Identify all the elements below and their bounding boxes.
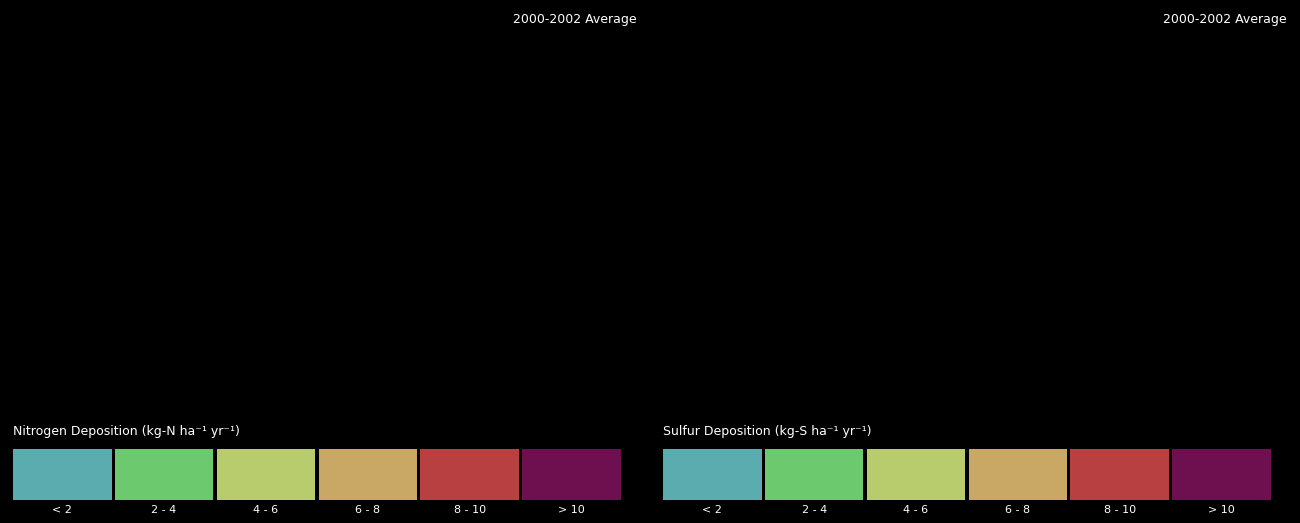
- Text: > 10: > 10: [558, 506, 585, 516]
- Text: 6 - 8: 6 - 8: [355, 506, 381, 516]
- Text: > 10: > 10: [1208, 506, 1235, 516]
- Bar: [114, 449, 213, 501]
- Bar: [764, 449, 863, 501]
- Text: < 2: < 2: [52, 506, 73, 516]
- Text: 2 - 4: 2 - 4: [152, 506, 177, 516]
- Bar: [1173, 449, 1270, 501]
- Bar: [420, 449, 519, 501]
- Text: Nitrogen Deposition (kg-N ha⁻¹ yr⁻¹): Nitrogen Deposition (kg-N ha⁻¹ yr⁻¹): [13, 425, 240, 438]
- Bar: [523, 449, 620, 501]
- Text: 4 - 6: 4 - 6: [903, 506, 928, 516]
- Text: 2 - 4: 2 - 4: [802, 506, 827, 516]
- Text: 2000-2002 Average: 2000-2002 Average: [514, 13, 637, 26]
- Bar: [968, 449, 1067, 501]
- Bar: [663, 449, 762, 501]
- Bar: [217, 449, 315, 501]
- Bar: [13, 449, 112, 501]
- Text: < 2: < 2: [702, 506, 723, 516]
- Text: Sulfur Deposition (kg-S ha⁻¹ yr⁻¹): Sulfur Deposition (kg-S ha⁻¹ yr⁻¹): [663, 425, 871, 438]
- Text: 8 - 10: 8 - 10: [1104, 506, 1136, 516]
- Text: 4 - 6: 4 - 6: [254, 506, 278, 516]
- Text: 8 - 10: 8 - 10: [454, 506, 486, 516]
- Bar: [318, 449, 417, 501]
- Bar: [1070, 449, 1169, 501]
- Text: 6 - 8: 6 - 8: [1005, 506, 1031, 516]
- Text: 2000-2002 Average: 2000-2002 Average: [1164, 13, 1287, 26]
- Bar: [867, 449, 965, 501]
